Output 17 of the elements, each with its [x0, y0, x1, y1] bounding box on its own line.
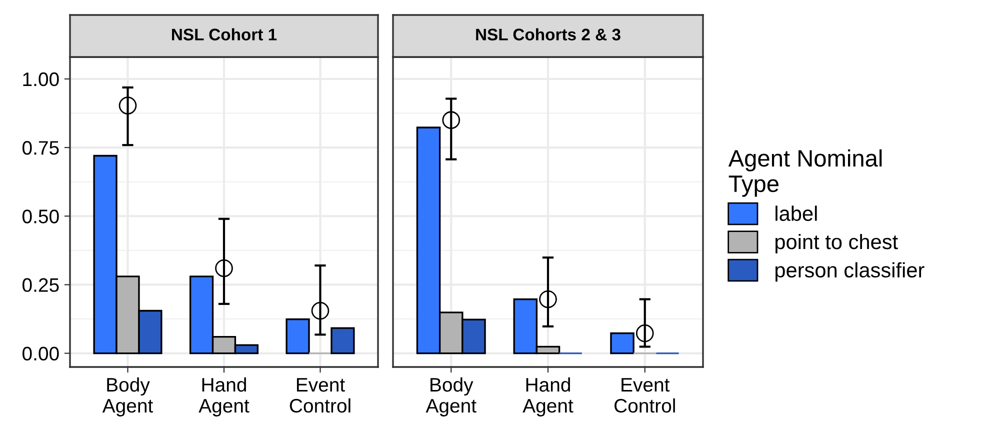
legend-label: point to chest [776, 234, 898, 254]
y-tick-label: 0.75 [22, 141, 59, 155]
x-tick-label: Event Control [290, 378, 350, 413]
y-tick-label: 0.00 [22, 346, 59, 361]
x-tick-label: Hand Agent [522, 377, 574, 416]
x-tick-label: Body Agent [426, 377, 476, 416]
x-tick-label: Event Control [614, 378, 675, 413]
y-tick-label: 1.00 [23, 72, 59, 86]
y-tick-label: 0.25 [22, 278, 59, 292]
y-tick-label: 0.50 [22, 210, 59, 224]
legend-label: label [776, 206, 817, 221]
chart-title: NSL Cohort 1 [172, 28, 277, 40]
x-tick-label: Body Agent [102, 377, 154, 416]
x-tick-label: Hand Agent [198, 377, 250, 416]
chart-title: NSL Cohorts 2 & 3 [476, 28, 620, 40]
legend-title: Agent Nominal Type [728, 149, 882, 197]
legend-label: person classifier [776, 262, 924, 282]
